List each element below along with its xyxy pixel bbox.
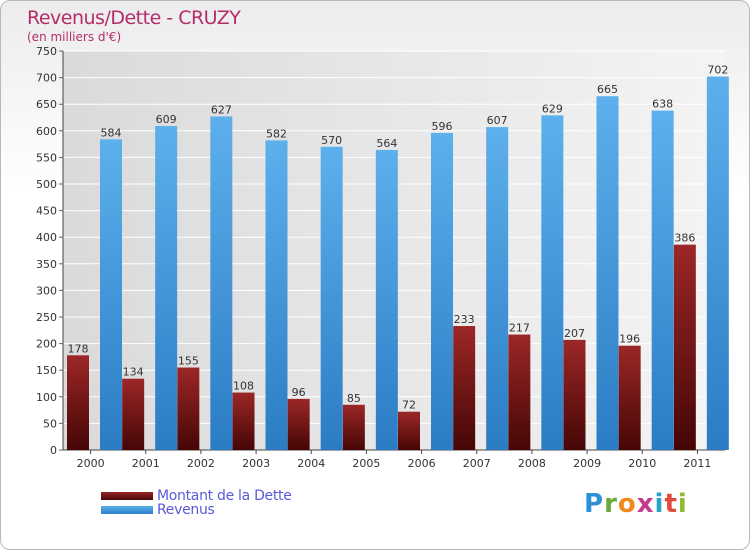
x-tick-label: 2002	[187, 457, 215, 470]
legend-swatch-dette	[101, 492, 153, 500]
data-label-dette: 134	[123, 366, 144, 379]
bar-dette	[67, 355, 89, 450]
bar-revenus	[100, 139, 122, 450]
data-label-revenus: 609	[156, 113, 177, 126]
legend-label-revenus: Revenus	[157, 502, 215, 518]
data-label-dette: 233	[454, 313, 475, 326]
y-tick-label: 150	[36, 364, 57, 377]
bar-dette	[232, 392, 255, 450]
bar-dette	[177, 367, 200, 450]
chart-title: Revenus/Dette - CRUZY	[27, 7, 241, 29]
data-label-dette: 108	[233, 380, 254, 393]
y-tick-label: 500	[36, 178, 57, 191]
proxiti-logo: Proxiti	[584, 489, 688, 519]
data-label-revenus: 665	[597, 83, 618, 96]
chart-subtitle: (en milliers d'€)	[27, 30, 122, 44]
y-tick-label: 300	[36, 284, 57, 297]
bar-revenus	[596, 96, 619, 450]
y-tick-label: 750	[36, 45, 57, 58]
bar-dette	[673, 244, 696, 450]
bar-revenus	[155, 126, 178, 451]
y-tick-label: 550	[36, 151, 57, 164]
bar-revenus	[431, 132, 453, 451]
y-tick-label: 600	[36, 125, 57, 138]
x-tick-label: 2004	[297, 457, 325, 470]
bar-dette	[508, 334, 531, 450]
data-label-dette: 207	[564, 327, 585, 340]
data-label-revenus: 582	[266, 127, 287, 140]
bar-dette	[453, 326, 476, 450]
bar-revenus	[706, 76, 729, 450]
y-tick-label: 0	[50, 444, 57, 457]
x-tick-label: 2010	[628, 457, 656, 470]
x-tick-label: 2006	[408, 457, 436, 470]
legend-swatch-revenus	[101, 506, 153, 514]
y-tick-label: 700	[36, 72, 57, 85]
data-label-revenus: 564	[376, 137, 397, 150]
x-tick-label: 2007	[463, 457, 491, 470]
bar-revenus	[486, 127, 509, 451]
bar-revenus	[541, 115, 564, 450]
y-tick-label: 650	[36, 98, 57, 111]
bar-dette	[342, 404, 365, 450]
x-tick-label: 2001	[132, 457, 160, 470]
y-tick-label: 100	[36, 391, 57, 404]
bar-revenus	[210, 116, 233, 450]
bar-dette	[122, 378, 145, 450]
x-tick-label: 2009	[573, 457, 601, 470]
y-tick-label: 400	[36, 231, 57, 244]
data-label-dette: 155	[178, 355, 199, 368]
legend-item-revenus: Revenus	[101, 502, 215, 518]
data-label-revenus: 584	[101, 126, 122, 139]
bar-revenus	[265, 140, 288, 450]
data-label-revenus: 702	[707, 64, 728, 77]
data-label-revenus: 638	[652, 98, 673, 111]
y-tick-label: 450	[36, 205, 57, 218]
bar-dette	[287, 398, 310, 450]
y-tick-label: 350	[36, 258, 57, 271]
x-tick-label: 2005	[352, 457, 380, 470]
bar-revenus	[320, 146, 343, 450]
data-label-dette: 196	[619, 333, 640, 346]
data-label-revenus: 607	[487, 114, 508, 127]
legend-item-dette: Montant de la Dette	[101, 488, 292, 504]
data-label-dette: 386	[674, 232, 695, 245]
data-label-dette: 96	[292, 386, 306, 399]
y-tick-label: 50	[43, 417, 57, 430]
data-label-revenus: 627	[211, 103, 232, 116]
y-tick-label: 250	[36, 311, 57, 324]
bar-revenus	[375, 149, 398, 450]
data-label-revenus: 570	[321, 134, 342, 147]
data-label-revenus: 629	[542, 102, 563, 115]
y-tick-label: 200	[36, 338, 57, 351]
data-label-dette: 72	[402, 399, 416, 412]
data-label-revenus: 596	[432, 120, 453, 133]
data-label-dette: 217	[509, 322, 530, 335]
bar-dette	[618, 345, 641, 450]
x-tick-label: 2011	[683, 457, 711, 470]
x-tick-label: 2008	[518, 457, 546, 470]
x-tick-label: 2000	[77, 457, 105, 470]
legend-label-dette: Montant de la Dette	[157, 488, 292, 504]
bar-revenus	[651, 110, 674, 451]
data-label-dette: 178	[68, 342, 89, 355]
bar-dette	[398, 411, 420, 450]
data-label-dette: 85	[347, 392, 361, 405]
x-tick-label: 2003	[242, 457, 270, 470]
bar-dette	[563, 339, 586, 450]
